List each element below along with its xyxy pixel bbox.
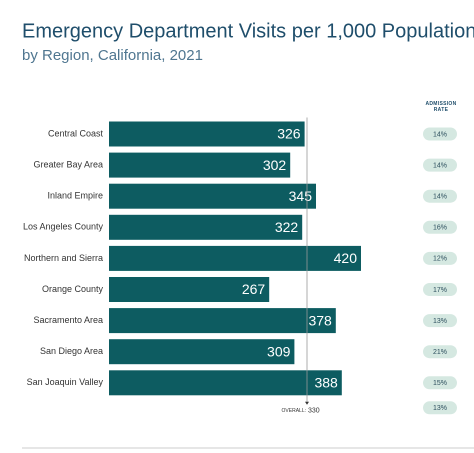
bar: [109, 152, 291, 178]
value-label: 326: [277, 126, 301, 142]
value-label: 345: [289, 188, 313, 204]
admission-title: ADMISSION RATE: [425, 101, 457, 113]
value-label: 322: [275, 219, 299, 235]
admission-pill: [423, 345, 457, 359]
category-label: San Joaquin Valley: [27, 377, 104, 387]
chart-title: Emergency Department Visits per 1,000 Po…: [22, 20, 474, 42]
value-label: 388: [314, 375, 338, 391]
category-label: Greater Bay Area: [33, 159, 103, 169]
category-label: Northern and Sierra: [24, 253, 103, 263]
value-label: 309: [267, 343, 291, 359]
bar: [109, 245, 361, 271]
category-label: San Diego Area: [40, 346, 103, 356]
admission-label: 13%: [433, 405, 447, 412]
overall-value: 330: [308, 408, 320, 415]
chart-subtitle: by Region, California, 2021: [22, 47, 203, 64]
admission-pill: [423, 127, 457, 141]
admission-pill: [423, 251, 457, 265]
admission-pill: [423, 401, 457, 415]
bar: [109, 214, 303, 240]
admission-label: 14%: [433, 194, 447, 201]
bar: [109, 339, 295, 365]
value-label: 378: [308, 312, 332, 328]
admission-pill: [423, 314, 457, 328]
overall-label: OVERALL:: [282, 408, 306, 414]
value-label: 267: [242, 281, 266, 297]
admission-pill: [423, 158, 457, 172]
category-label: Inland Empire: [47, 191, 103, 201]
admission-pill: [423, 220, 457, 234]
bar: [109, 277, 270, 302]
admission-pill: [423, 189, 457, 203]
category-label: Central Coast: [48, 128, 104, 138]
bar: [109, 183, 316, 209]
category-label: Sacramento Area: [33, 315, 103, 325]
admission-label: 13%: [433, 318, 447, 325]
admission-label: 12%: [433, 256, 447, 263]
bar: [109, 121, 305, 147]
admission-pill: [423, 376, 457, 390]
bar: [109, 308, 336, 334]
admission-label: 21%: [433, 349, 447, 356]
admission-label: 15%: [433, 380, 447, 387]
bar: [109, 370, 342, 396]
admission-pill: [423, 283, 457, 296]
value-label: 420: [334, 250, 358, 266]
admission-label: 17%: [433, 287, 447, 294]
admission-label: 14%: [433, 131, 447, 138]
category-label: Orange County: [42, 284, 104, 294]
admission-label: 16%: [433, 225, 447, 232]
overall-arrow: [305, 401, 309, 405]
admission-label: 14%: [433, 162, 447, 169]
value-label: 302: [263, 157, 287, 173]
category-label: Los Angeles County: [23, 222, 104, 232]
